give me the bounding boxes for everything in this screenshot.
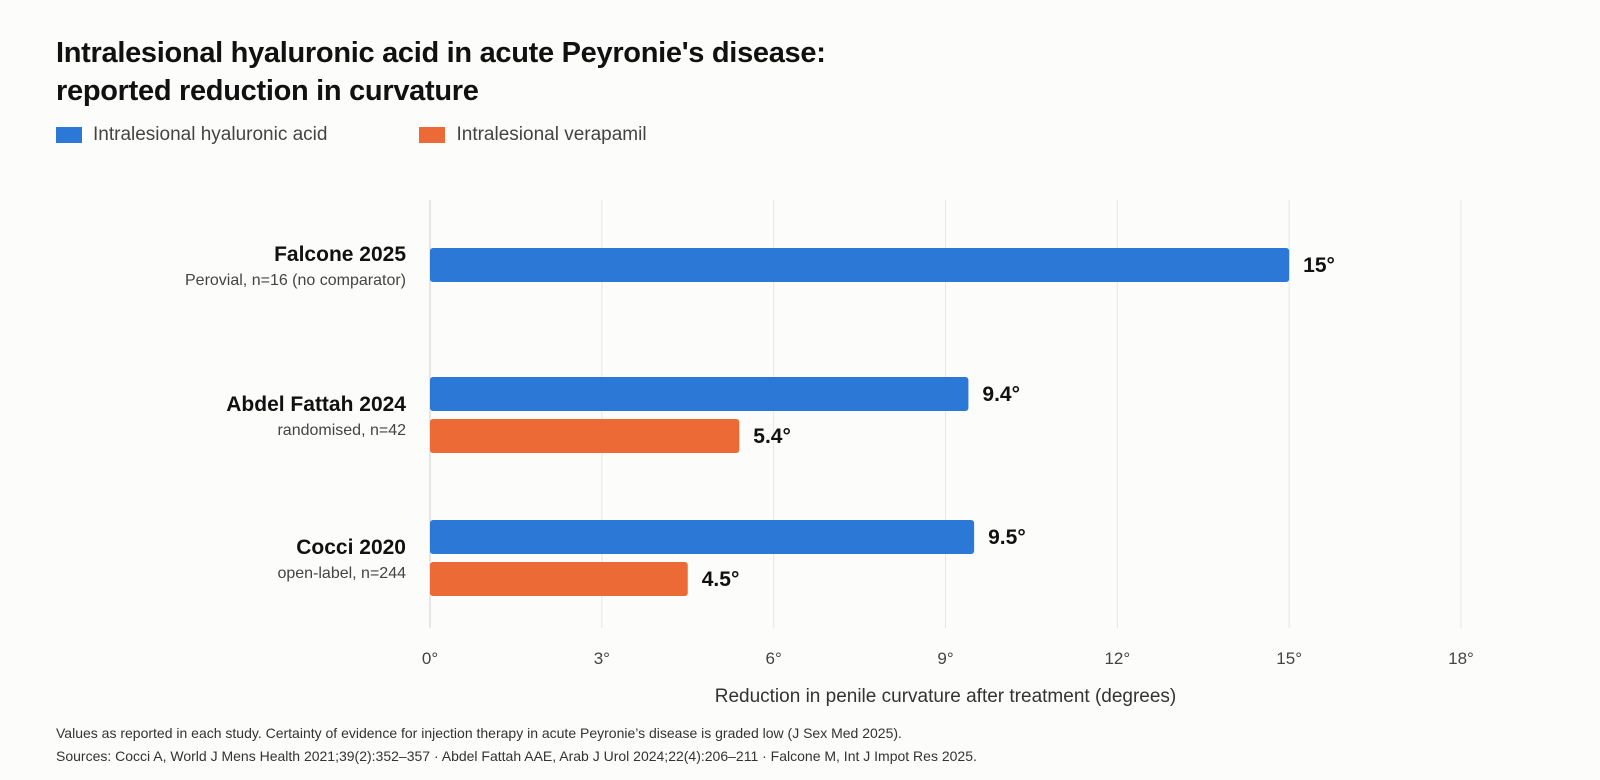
study-name-2: Cocci 2020 (296, 536, 406, 559)
chart-legend: Intralesional hyaluronic acid Intralesio… (56, 124, 739, 146)
bar-chart: 0° 3° 6° 9° 12° 15° 18° Reduction in penile cur… (185, 200, 1474, 707)
bar-0-series-0 (430, 248, 1290, 282)
x-tick-label-3: 3° (594, 649, 610, 668)
footnote-sources: Sources: Cocci A, World J Mens Health 20… (56, 748, 977, 764)
bar-2-series-0 (430, 520, 975, 554)
x-tick-label-0: 0° (422, 649, 438, 668)
chart-title-line-2: reported reduction in curvature (56, 75, 479, 107)
footnote: Values as reported in each study. Certai… (56, 722, 977, 768)
study-detail-1: randomised, n=42 (277, 422, 406, 439)
legend-swatch-hyaluronic-acid (56, 127, 82, 143)
bar-value-label-0-series-0: 15° (1303, 254, 1335, 277)
footnote-note: Values as reported in each study. Certai… (56, 725, 902, 741)
legend-label-verapamil: Intralesional verapamil (456, 124, 647, 145)
x-tick-label-9: 9° (937, 649, 953, 668)
legend-item-verapamil: Intralesional verapamil (419, 124, 647, 146)
bar-value-label-1-series-1: 5.4° (753, 425, 791, 448)
x-axis-label: Reduction in penile curvature after trea… (715, 686, 1177, 707)
study-detail-0: Perovial, n=16 (no comparator) (185, 272, 406, 289)
bar-value-label-1-series-0: 9.4° (982, 383, 1020, 406)
x-tick-label-12: 12° (1104, 649, 1130, 668)
study-detail-2: open-label, n=244 (277, 565, 406, 582)
x-tick-label-6: 6° (766, 649, 782, 668)
bar-value-label-2-series-0: 9.5° (988, 526, 1026, 549)
x-tick-label-15: 15° (1276, 649, 1302, 668)
x-tick-label-18: 18° (1448, 649, 1474, 668)
bar-1-series-0 (430, 377, 969, 411)
bar-1-series-1 (430, 419, 740, 453)
chart-title-line-1: Intralesional hyaluronic acid in acute P… (56, 37, 826, 69)
bar-value-label-2-series-1: 4.5° (702, 568, 740, 591)
bar-2-series-1 (430, 562, 688, 596)
study-name-0: Falcone 2025 (274, 243, 406, 266)
study-name-1: Abdel Fattah 2024 (226, 393, 406, 416)
legend-label-hyaluronic-acid: Intralesional hyaluronic acid (93, 124, 328, 145)
legend-swatch-verapamil (419, 127, 446, 143)
chart-title: Intralesional hyaluronic acid in acute P… (56, 34, 826, 110)
legend-item-hyaluronic-acid: Intralesional hyaluronic acid (56, 124, 327, 146)
